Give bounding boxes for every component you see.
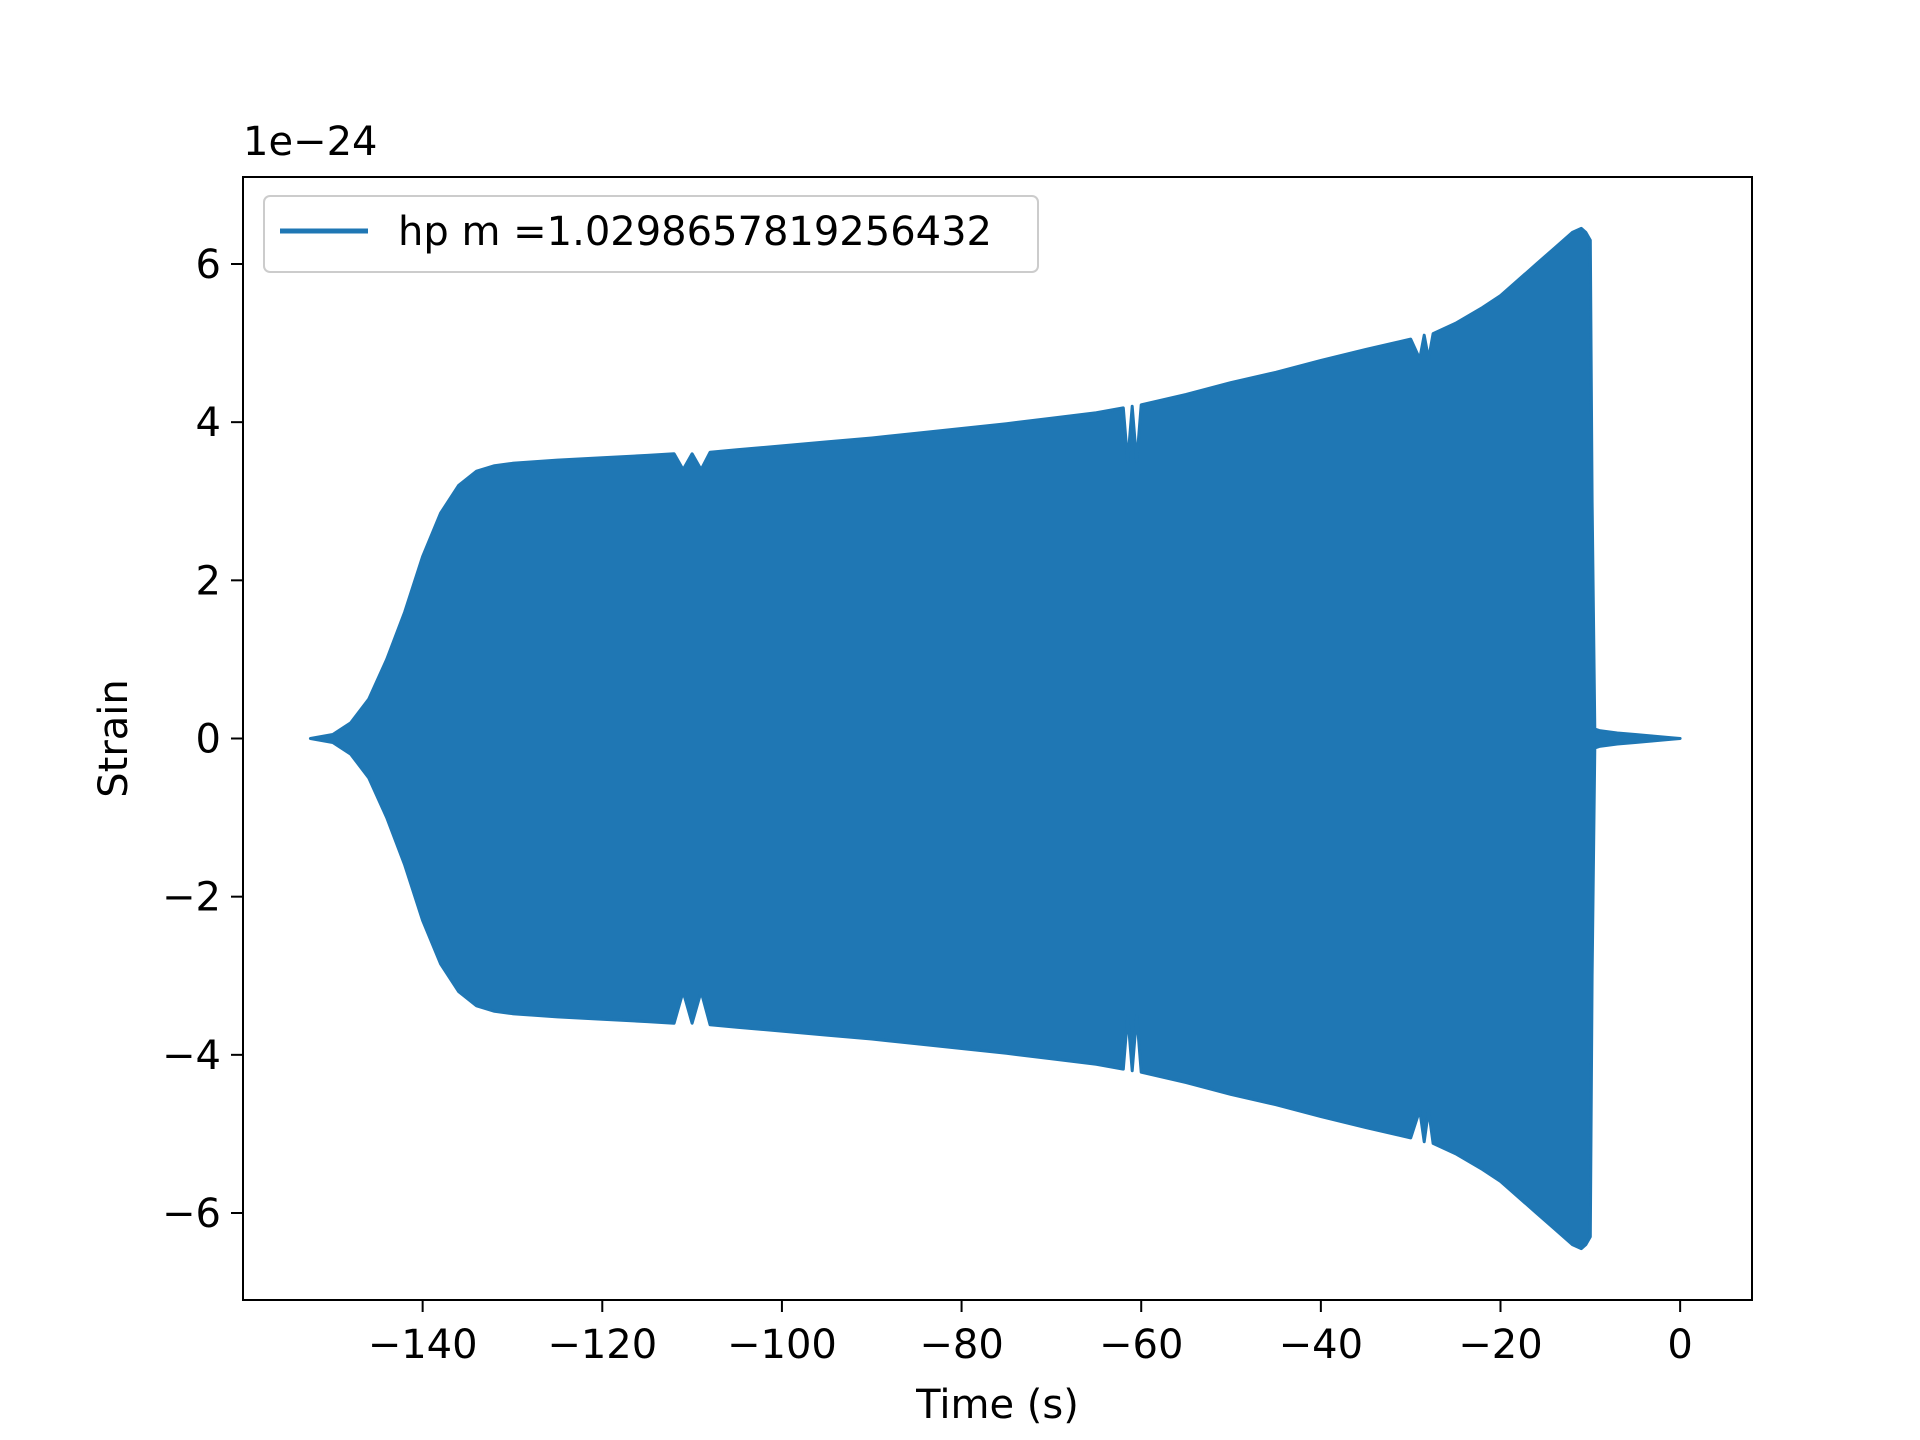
series-envelope-0 (308, 226, 1682, 1251)
y-axis-label: Strain (91, 679, 137, 798)
y-tick-label: 2 (196, 558, 221, 604)
legend-label: hp m =1.0298657819256432 (398, 209, 992, 255)
x-tick-label: −120 (547, 1322, 657, 1368)
x-tick-label: −80 (919, 1322, 1003, 1368)
y-tick-label: −6 (162, 1191, 221, 1237)
y-tick-label: −2 (162, 875, 221, 921)
legend: hp m =1.0298657819256432 (263, 195, 1039, 273)
y-tick-label: 4 (196, 400, 221, 446)
y-tick-label: −4 (162, 1033, 221, 1079)
x-tick-label: −140 (368, 1322, 478, 1368)
y-tick-label: 6 (196, 242, 221, 288)
x-tick-label: −100 (727, 1322, 837, 1368)
x-tick-label: −20 (1458, 1322, 1542, 1368)
x-tick-label: −40 (1279, 1322, 1363, 1368)
y-offset-text: 1e−24 (243, 119, 377, 165)
x-tick-label: 0 (1667, 1322, 1692, 1368)
legend-box (263, 195, 1039, 273)
x-axis-label: Time (s) (915, 1382, 1079, 1428)
x-tick-label: −60 (1099, 1322, 1183, 1368)
plot-area (308, 226, 1682, 1251)
y-tick-label: 0 (196, 717, 221, 763)
